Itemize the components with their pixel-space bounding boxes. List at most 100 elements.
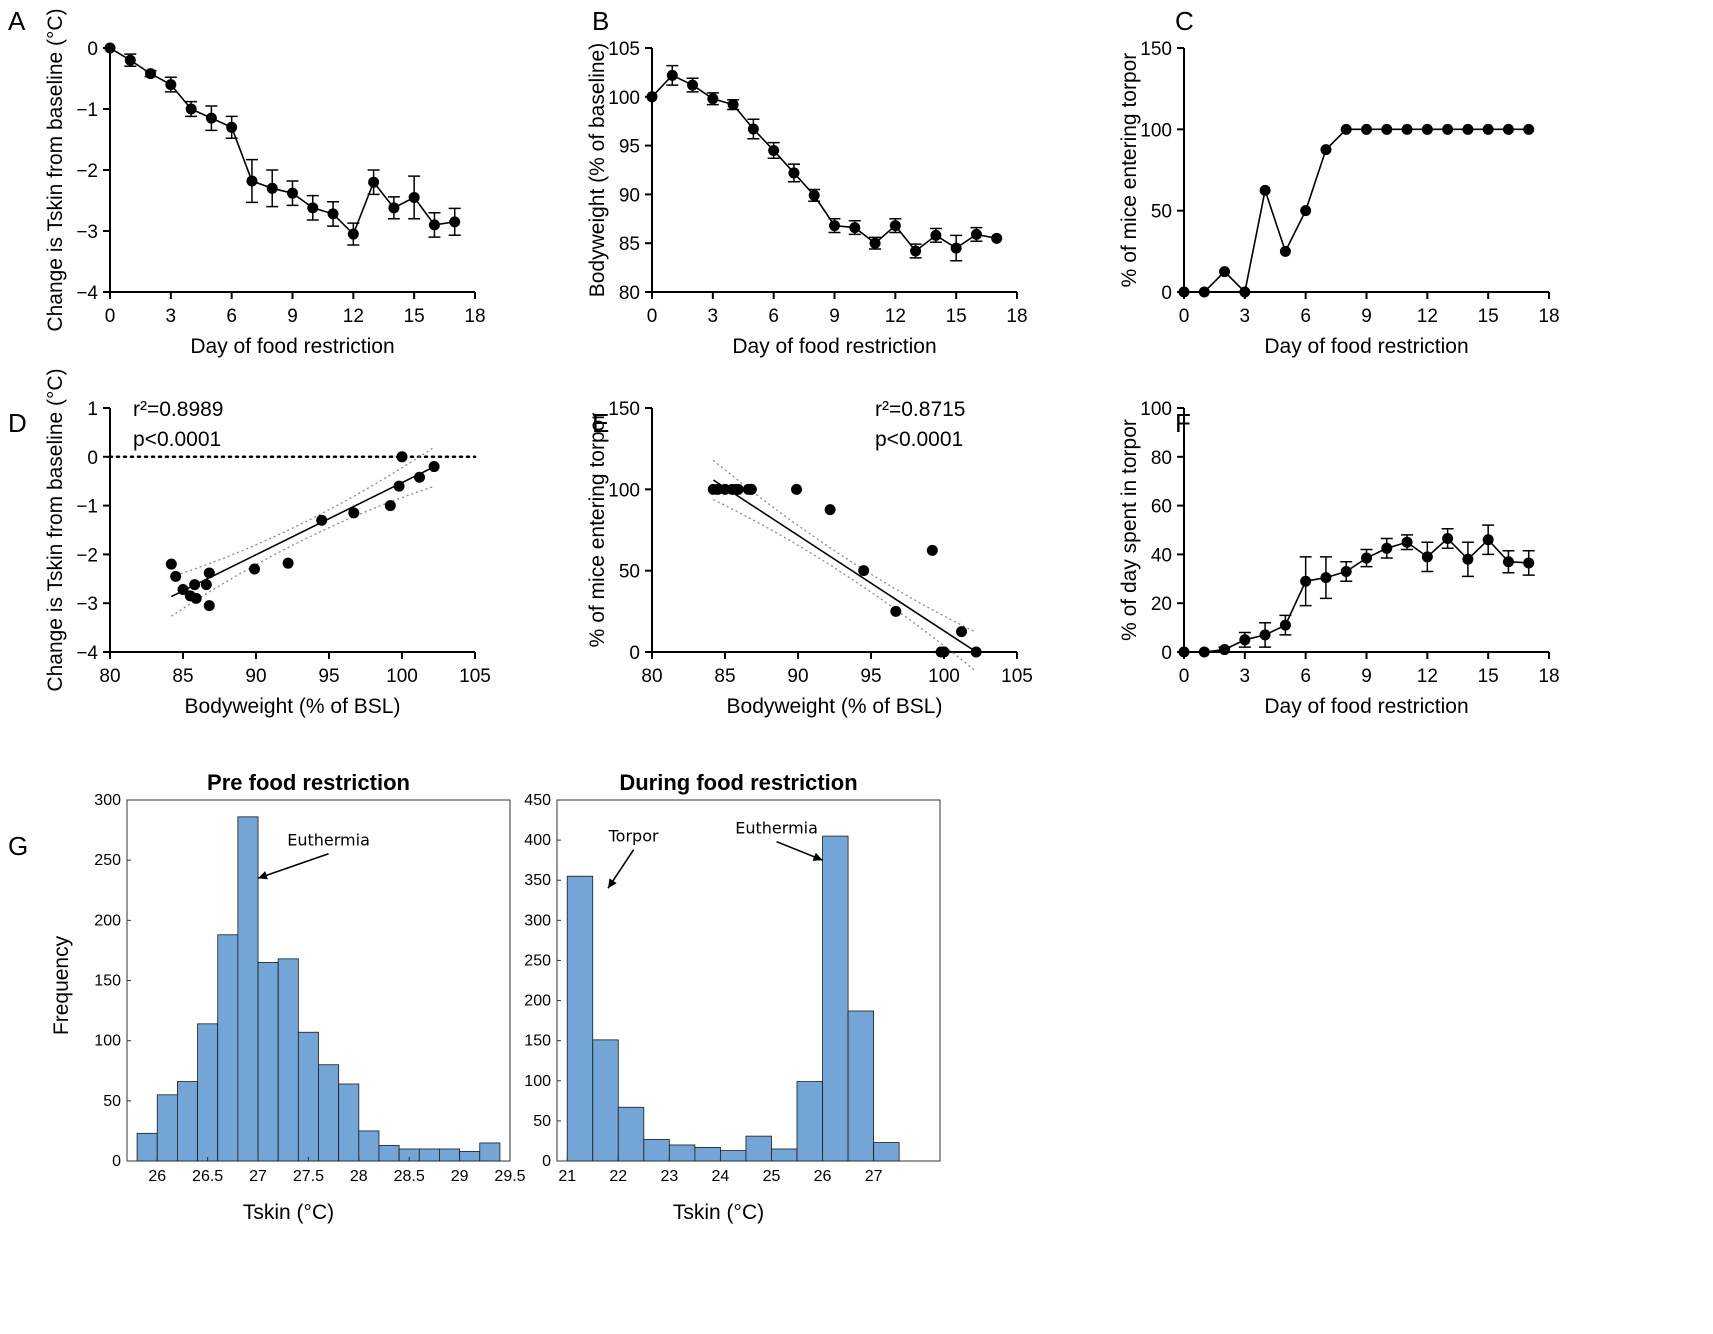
b-data-point — [829, 220, 840, 232]
b-y-axis-title: Bodyweight (% of baseline) — [586, 43, 609, 297]
f-data-point — [1421, 551, 1433, 563]
b-data-point — [768, 144, 780, 156]
b-data-point — [970, 228, 982, 240]
a-data-point — [388, 202, 400, 214]
b-y-tick-label: 90 — [619, 185, 640, 206]
g1-histogram-bar — [318, 1064, 340, 1162]
g1-y-tick-label: 150 — [94, 973, 121, 990]
e-data-point — [858, 565, 870, 577]
e-y-tick-label: 100 — [608, 480, 640, 501]
c-y-tick-label: 150 — [1140, 39, 1172, 60]
g2-histogram-bar — [771, 1148, 798, 1162]
a-data-point — [266, 182, 278, 194]
d-data-point — [384, 500, 396, 512]
d-y-tick-label: −3 — [76, 594, 98, 615]
g2-histogram-bar — [873, 1142, 900, 1162]
f-data-point — [1523, 557, 1535, 569]
g1-annotation-arrow — [257, 852, 329, 879]
c-data-point — [1421, 123, 1433, 135]
panel-letter-g: G — [8, 831, 28, 861]
a-data-point — [246, 175, 258, 187]
panel-letter-d: D — [8, 408, 27, 438]
b-y-tick-label: 100 — [608, 88, 640, 109]
g2-y-tick-label: 450 — [524, 792, 551, 809]
d-data-point — [282, 557, 294, 569]
c-data-point — [1259, 184, 1271, 196]
c-data-point — [1219, 266, 1231, 278]
d-x-tick-label: 105 — [459, 666, 491, 687]
e-confidence-band-lower — [713, 499, 977, 673]
g2-histogram-bar — [617, 1106, 645, 1162]
g1-histogram-bar — [479, 1142, 501, 1162]
g2-x-tick-label: 27 — [865, 1168, 883, 1185]
g1-histogram-bar — [338, 1083, 360, 1162]
c-x-axis-title: Day of food restriction — [1264, 335, 1468, 358]
g2-x-tick-label: 25 — [763, 1168, 781, 1185]
d-data-point — [428, 461, 440, 473]
g2-histogram-bar — [796, 1081, 823, 1162]
g1-histogram-bar — [197, 1023, 219, 1162]
c-y-axis-title: % of mice entering torpor — [1118, 53, 1141, 288]
d-data-point — [189, 579, 201, 591]
g2-y-tick-label: 200 — [524, 993, 551, 1010]
b-data-point — [808, 189, 820, 201]
g1-histogram-bar — [378, 1144, 400, 1162]
f-data-point — [1462, 553, 1474, 565]
g2-y-tick-label: 0 — [542, 1153, 551, 1170]
g1-histogram-bar — [277, 958, 299, 1162]
f-data-point — [1381, 542, 1393, 554]
a-y-tick-label: −2 — [76, 161, 98, 182]
d-x-tick-label: 80 — [99, 666, 120, 687]
c-data-point — [1239, 286, 1251, 298]
panel-letter-c: C — [1175, 6, 1194, 36]
f-series-line — [1184, 537, 1529, 653]
f-y-tick-label: 20 — [1151, 594, 1172, 615]
b-y-tick-label: 105 — [608, 39, 640, 60]
g2-y-tick-label: 250 — [524, 952, 551, 969]
g1-x-axis-title: Tskin (°C) — [243, 1201, 334, 1224]
e-x-tick-label: 105 — [1001, 666, 1033, 687]
d-y-tick-label: −1 — [76, 497, 98, 518]
f-y-tick-label: 100 — [1140, 399, 1172, 420]
a-x-tick-label: 0 — [105, 306, 116, 327]
a-series-line — [109, 47, 455, 236]
d-data-point — [414, 471, 426, 483]
g2-y-tick-label: 350 — [524, 872, 551, 889]
b-y-tick-label: 85 — [619, 234, 640, 255]
f-x-axis-title: Day of food restriction — [1264, 695, 1468, 718]
g2-histogram-bar — [745, 1135, 772, 1162]
c-data-point — [1178, 286, 1190, 298]
e-data-point — [791, 483, 803, 495]
g2-y-tick-label: 300 — [524, 912, 551, 929]
a-y-axis-title: Change is Tskin from baseline (°C) — [44, 8, 67, 331]
g1-histogram-bar — [217, 934, 239, 1162]
chart-g-during-restriction-histogram: 21 22 23 24 25 26 27 0 50 100 150 200 250 300 350 400 45… — [524, 770, 941, 1224]
d-y-axis-title: Change is Tskin from baseline (°C) — [44, 368, 67, 691]
b-data-point — [788, 167, 800, 179]
g1-x-tick-label: 27.5 — [293, 1168, 324, 1185]
f-data-point — [1340, 565, 1352, 577]
b-x-tick-label: 18 — [1006, 306, 1027, 327]
e-x-tick-label: 100 — [928, 666, 960, 687]
c-data-point — [1401, 123, 1413, 135]
g2-x-tick-label: 21 — [558, 1168, 576, 1185]
c-data-point — [1442, 123, 1454, 135]
g1-histogram-bar — [439, 1148, 461, 1162]
b-data-point — [869, 237, 881, 249]
a-y-tick-label: −3 — [76, 222, 98, 243]
d-y-tick-label: −4 — [76, 643, 98, 664]
a-y-tick-label: −4 — [76, 283, 98, 304]
a-data-point — [307, 202, 319, 214]
g1-histogram-bar — [418, 1148, 440, 1162]
chart-c-percent-torpor-by-day: 0 3 6 9 12 15 18 0 50 100 150 Day of food restricti… — [1118, 39, 1560, 358]
d-data-point — [316, 514, 328, 526]
d-data-point — [249, 563, 261, 575]
b-x-tick-label: 6 — [768, 306, 779, 327]
e-y-tick-label: 50 — [619, 562, 640, 583]
e-p-value-label: p<0.0001 — [875, 428, 963, 451]
e-data-point — [824, 504, 836, 516]
g2-annotation-arrowhead — [812, 852, 823, 861]
g1-x-tick-label: 29.5 — [494, 1168, 525, 1185]
c-x-tick-label: 18 — [1538, 306, 1559, 327]
g2-histogram-bar — [847, 1010, 875, 1162]
